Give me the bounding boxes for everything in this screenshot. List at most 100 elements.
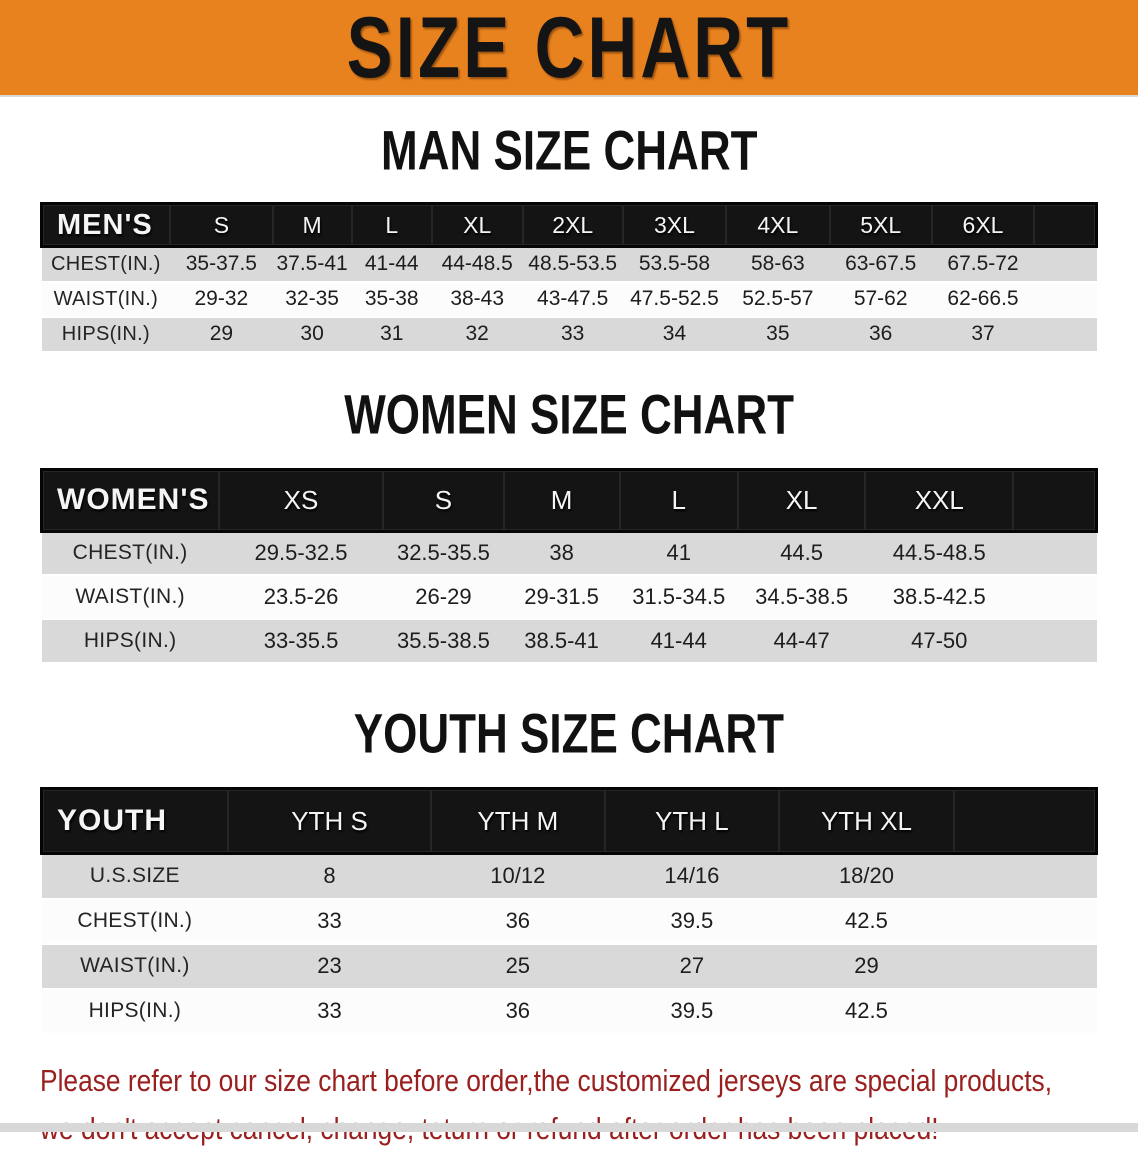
size-value-cell: 44-47 xyxy=(737,619,866,664)
size-value-cell: 37 xyxy=(931,316,1035,353)
size-value-cell: 30 xyxy=(272,316,352,353)
size-value-cell: 41 xyxy=(619,531,738,576)
size-column-header: M xyxy=(503,467,620,533)
size-value-cell: 32-35 xyxy=(272,281,352,318)
size-column-header: XL xyxy=(737,467,866,533)
mens-hips-row: HIPS(IN.) 29 30 31 32 33 34 35 36 37 xyxy=(41,316,1097,353)
womens-group-label: WOMEN'S xyxy=(39,467,219,533)
man-size-chart-heading: MAN SIZE CHART xyxy=(0,118,1138,182)
size-column-header: 6XL xyxy=(931,202,1035,248)
spacer-cell xyxy=(1034,316,1097,353)
mens-header-row: MEN'S S M L XL 2XL 3XL 4XL 5XL 6XL xyxy=(40,202,1099,248)
size-chart-title: SIZE CHART xyxy=(346,0,792,96)
womens-hips-row: HIPS(IN.) 33-35.5 35.5-38.5 38.5-41 41-4… xyxy=(41,619,1097,664)
measurement-row-label: U.S.SIZE xyxy=(41,853,229,900)
youth-size-chart-heading: YOUTH SIZE CHART xyxy=(0,705,1138,761)
measurement-row-label: HIPS(IN.) xyxy=(41,619,219,664)
size-value-cell: 27 xyxy=(604,943,779,990)
measurement-row-label: WAIST(IN.) xyxy=(41,943,229,990)
spacer-cell xyxy=(1013,619,1097,664)
mens-size-table: MEN'S S M L XL 2XL 3XL 4XL 5XL 6XL CHEST… xyxy=(40,202,1099,353)
youth-ussize-row: U.S.SIZE 8 10/12 14/16 18/20 xyxy=(41,853,1097,900)
size-value-cell: 35 xyxy=(726,316,830,353)
youth-hips-row: HIPS(IN.) 33 36 39.5 42.5 xyxy=(41,988,1097,1035)
size-value-cell: 53.5-58 xyxy=(622,246,727,283)
measurement-row-label: CHEST(IN.) xyxy=(41,898,229,945)
size-value-cell: 32.5-35.5 xyxy=(383,531,504,576)
size-value-cell: 33 xyxy=(228,988,431,1035)
size-column-header: M xyxy=(272,202,352,248)
mens-group-label: MEN'S xyxy=(40,202,171,248)
womens-chest-row: CHEST(IN.) 29.5-32.5 32.5-35.5 38 41 44.… xyxy=(41,531,1097,576)
size-value-cell: 36 xyxy=(430,988,605,1035)
size-value-cell: 35.5-38.5 xyxy=(383,619,504,664)
measurement-row-label: WAIST(IN.) xyxy=(41,281,171,318)
size-value-cell: 38.5-41 xyxy=(503,619,620,664)
size-column-header: YTH L xyxy=(604,787,779,855)
size-value-cell: 8 xyxy=(228,853,431,900)
spacer-cell xyxy=(1034,202,1099,248)
size-value-cell: 67.5-72 xyxy=(931,246,1035,283)
size-value-cell: 39.5 xyxy=(604,988,779,1035)
size-value-cell: 41-44 xyxy=(351,246,432,283)
size-value-cell: 38 xyxy=(503,531,620,576)
spacer-cell xyxy=(1034,281,1097,318)
youth-chest-row: CHEST(IN.) 33 36 39.5 42.5 xyxy=(41,898,1097,945)
youth-group-label: YOUTH xyxy=(40,787,229,855)
womens-size-table: WOMEN'S XS S M L XL XXL CHEST(IN.) 29.5-… xyxy=(39,467,1099,664)
women-size-chart-heading: WOMEN SIZE CHART xyxy=(0,385,1138,441)
spacer-cell xyxy=(954,898,1097,945)
size-column-header: 2XL xyxy=(522,202,623,248)
size-value-cell: 31.5-34.5 xyxy=(619,575,738,620)
disclaimer-line-1: Please refer to our size chart before or… xyxy=(40,1062,1053,1098)
size-value-cell: 36 xyxy=(829,316,932,353)
mens-waist-row: WAIST(IN.) 29-32 32-35 35-38 38-43 43-47… xyxy=(41,281,1097,318)
measurement-row-label: WAIST(IN.) xyxy=(41,575,219,620)
size-value-cell: 44-48.5 xyxy=(431,246,523,283)
size-value-cell: 26-29 xyxy=(383,575,504,620)
spacer-cell xyxy=(1013,575,1097,620)
measurement-row-label: CHEST(IN.) xyxy=(41,531,219,576)
size-value-cell: 42.5 xyxy=(778,988,955,1035)
size-value-cell: 47.5-52.5 xyxy=(622,281,727,318)
size-column-header: YTH S xyxy=(228,787,431,855)
size-value-cell: 57-62 xyxy=(829,281,932,318)
size-value-cell: 29-31.5 xyxy=(503,575,620,620)
size-column-header: 4XL xyxy=(726,202,830,248)
size-value-cell: 33-35.5 xyxy=(218,619,384,664)
mens-chest-row: CHEST(IN.) 35-37.5 37.5-41 41-44 44-48.5… xyxy=(41,246,1097,283)
size-column-header: 5XL xyxy=(829,202,932,248)
size-value-cell: 29.5-32.5 xyxy=(218,531,384,576)
size-value-cell: 62-66.5 xyxy=(931,281,1035,318)
size-column-header: S xyxy=(170,202,273,248)
size-column-header: XS xyxy=(218,467,384,533)
womens-header-row: WOMEN'S XS S M L XL XXL xyxy=(39,467,1099,533)
size-value-cell: 25 xyxy=(430,943,605,990)
size-value-cell: 48.5-53.5 xyxy=(522,246,623,283)
size-value-cell: 41-44 xyxy=(619,619,738,664)
spacer-cell xyxy=(1013,531,1097,576)
size-value-cell: 31 xyxy=(351,316,432,353)
size-value-cell: 34.5-38.5 xyxy=(737,575,866,620)
size-value-cell: 34 xyxy=(622,316,727,353)
size-value-cell: 37.5-41 xyxy=(272,246,352,283)
spacer-cell xyxy=(1013,467,1099,533)
size-value-cell: 38-43 xyxy=(431,281,523,318)
size-column-header: YTH M xyxy=(430,787,605,855)
spacer-cell xyxy=(954,988,1097,1035)
spacer-cell xyxy=(1034,246,1097,283)
size-value-cell: 33 xyxy=(522,316,623,353)
size-value-cell: 63-67.5 xyxy=(829,246,932,283)
size-value-cell: 44.5-48.5 xyxy=(865,531,1014,576)
size-column-header: XXL xyxy=(865,467,1014,533)
size-chart-banner: SIZE CHART xyxy=(0,0,1138,97)
spacer-cell xyxy=(954,787,1099,855)
size-value-cell: 29 xyxy=(778,943,955,990)
size-column-header: L xyxy=(619,467,738,533)
size-value-cell: 23 xyxy=(228,943,431,990)
size-value-cell: 36 xyxy=(430,898,605,945)
man-size-chart-heading-text: MAN SIZE CHART xyxy=(380,118,758,182)
size-value-cell: 39.5 xyxy=(604,898,779,945)
measurement-row-label: CHEST(IN.) xyxy=(41,246,171,283)
disclaimer-note: Please refer to our size chart before or… xyxy=(40,1057,1138,1153)
